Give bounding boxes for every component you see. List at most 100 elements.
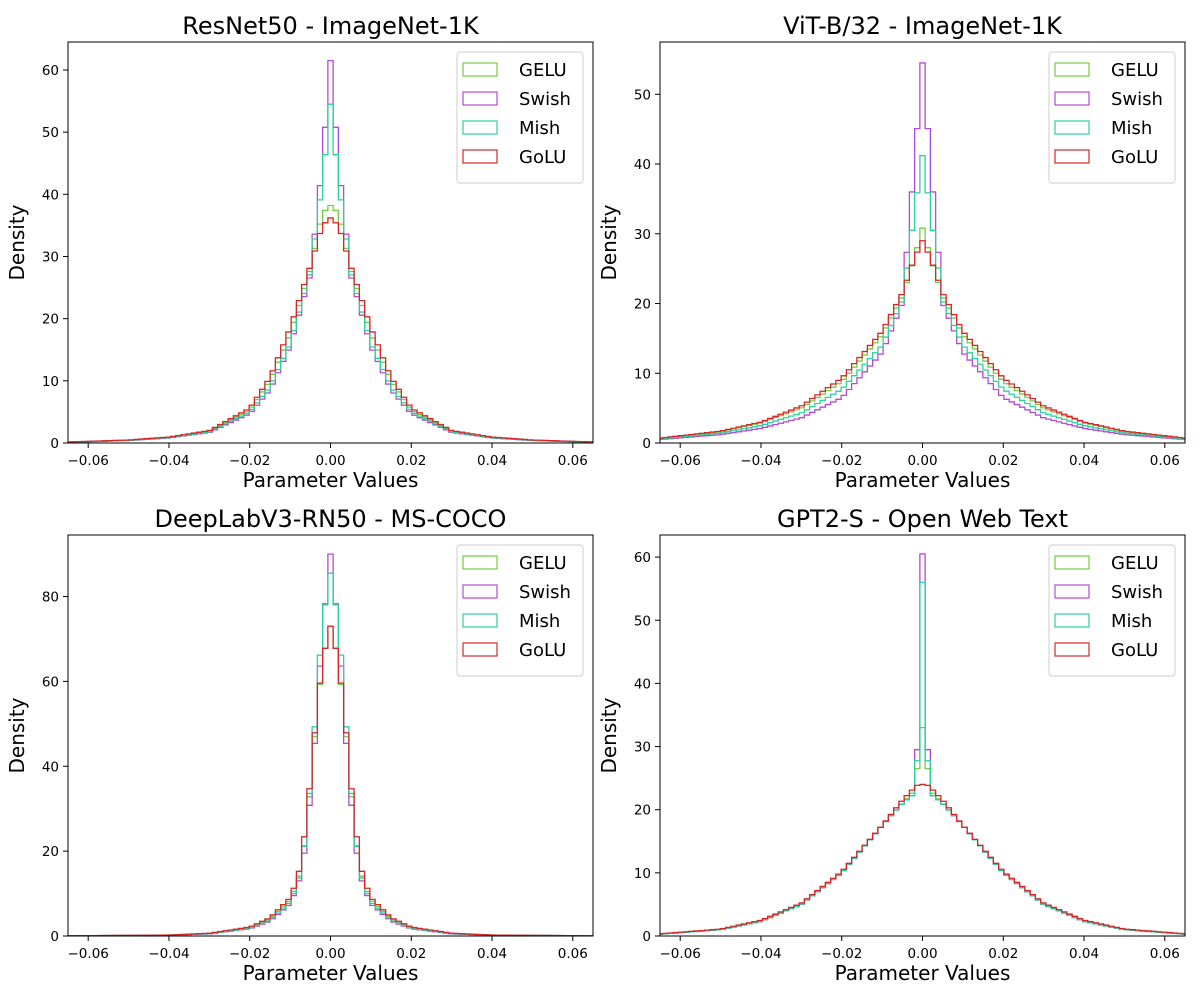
y-tick-label: 10 — [634, 866, 651, 882]
x-tick-label: 0.04 — [477, 453, 507, 469]
y-axis-label: Density — [5, 697, 29, 773]
chart-title: DeepLabV3-RN50 - MS-COCO — [155, 505, 507, 533]
x-tick-label: −0.06 — [68, 946, 109, 962]
histogram-swish — [660, 62, 1185, 441]
histogram-mish — [660, 155, 1185, 440]
histogram-golu — [660, 783, 1185, 935]
legend-label-gelu: GELU — [519, 553, 567, 574]
legend-swatch-mish — [1054, 613, 1090, 628]
x-tick-label: −0.04 — [740, 453, 781, 469]
y-tick-label: 50 — [634, 613, 651, 629]
y-tick-label: 40 — [634, 676, 651, 692]
legend: GELU Swish Mish GoLU — [1048, 544, 1176, 677]
legend-swatch-mish — [462, 613, 498, 628]
histogram-series-group — [68, 60, 593, 443]
x-tick-label: 0.06 — [558, 453, 588, 469]
chart-title: ResNet50 - ImageNet-1K — [182, 12, 480, 40]
histogram-golu — [68, 217, 593, 443]
y-tick-label: 20 — [42, 844, 59, 860]
legend-label-gelu: GELU — [519, 60, 567, 81]
legend-swatch-swish — [1054, 91, 1090, 106]
x-tick-label: 0.00 — [907, 946, 937, 962]
y-tick-label: 10 — [42, 374, 59, 390]
histogram-series-group — [68, 553, 593, 936]
y-axis-label: Density — [597, 697, 621, 773]
x-axis-label: Parameter Values — [835, 468, 1011, 492]
y-tick-label: 40 — [42, 187, 59, 203]
legend-label-swish: Swish — [519, 582, 571, 603]
x-axis-label: Parameter Values — [835, 961, 1011, 985]
legend-swatch-mish — [462, 120, 498, 135]
legend-label-mish: Mish — [519, 611, 560, 632]
x-tick-label: 0.00 — [315, 453, 345, 469]
legend-label-golu: GoLU — [1111, 147, 1158, 168]
y-axis-label: Density — [5, 204, 29, 280]
y-tick-label: 50 — [42, 125, 59, 141]
chart-panel-3: −0.06 −0.04 −0.02 0.00 0.02 0.04 0.06 0 20 40 60 80… — [5, 505, 594, 985]
legend-swatch-golu — [462, 149, 498, 164]
legend-swatch-gelu — [462, 555, 498, 570]
y-tick-label: 40 — [42, 759, 59, 775]
legend: GELU Swish Mish GoLU — [1048, 51, 1176, 184]
y-tick-label: 30 — [42, 249, 59, 265]
x-tick-label: 0.02 — [988, 946, 1018, 962]
x-tick-label: 0.04 — [477, 946, 507, 962]
x-tick-label: −0.02 — [821, 946, 862, 962]
x-tick-label: −0.02 — [821, 453, 862, 469]
legend-swatch-gelu — [1054, 555, 1090, 570]
legend-label-golu: GoLU — [519, 640, 566, 661]
legend-label-swish: Swish — [519, 89, 571, 110]
y-tick-label: 40 — [634, 157, 651, 173]
legend-label-gelu: GELU — [1111, 553, 1159, 574]
legend-swatch-golu — [462, 642, 498, 657]
x-axis-label: Parameter Values — [243, 961, 419, 985]
x-tick-label: −0.06 — [660, 453, 701, 469]
x-tick-label: −0.02 — [229, 453, 270, 469]
histogram-golu — [68, 625, 593, 936]
x-tick-label: −0.06 — [68, 453, 109, 469]
x-axis-label: Parameter Values — [243, 468, 419, 492]
histogram-mish — [660, 581, 1185, 935]
x-tick-label: −0.04 — [148, 453, 189, 469]
legend-label-swish: Swish — [1111, 582, 1163, 603]
x-tick-label: 0.06 — [1150, 453, 1180, 469]
chart-title: ViT-B/32 - ImageNet-1K — [783, 12, 1063, 40]
y-tick-label: 0 — [50, 929, 59, 945]
x-tick-label: 0.04 — [1069, 946, 1099, 962]
x-tick-label: 0.02 — [988, 453, 1018, 469]
legend-swatch-gelu — [462, 62, 498, 77]
legend-swatch-golu — [1054, 149, 1090, 164]
y-tick-label: 60 — [634, 550, 651, 566]
x-tick-label: 0.02 — [396, 453, 426, 469]
x-tick-label: 0.06 — [558, 946, 588, 962]
y-tick-label: 60 — [42, 674, 59, 690]
x-tick-label: −0.06 — [660, 946, 701, 962]
y-tick-label: 30 — [634, 740, 651, 756]
x-tick-label: 0.06 — [1150, 946, 1180, 962]
chart-panel-2: −0.06 −0.04 −0.02 0.00 0.02 0.04 0.06 0 10 20 30 40… — [597, 12, 1186, 492]
x-tick-label: 0.00 — [907, 453, 937, 469]
legend-label-gelu: GELU — [1111, 60, 1159, 81]
x-tick-label: 0.02 — [396, 946, 426, 962]
y-tick-label: 20 — [634, 297, 651, 313]
x-tick-label: −0.04 — [148, 946, 189, 962]
x-tick-label: 0.00 — [315, 946, 345, 962]
legend-label-mish: Mish — [1111, 611, 1152, 632]
y-tick-label: 80 — [42, 590, 59, 606]
histogram-golu — [660, 240, 1185, 439]
legend-swatch-gelu — [1054, 62, 1090, 77]
legend-swatch-swish — [462, 584, 498, 599]
legend-swatch-swish — [462, 91, 498, 106]
x-tick-label: 0.04 — [1069, 453, 1099, 469]
legend-label-mish: Mish — [519, 118, 560, 139]
legend-swatch-golu — [1054, 642, 1090, 657]
y-tick-label: 30 — [634, 227, 651, 243]
y-tick-label: 10 — [634, 366, 651, 382]
y-tick-label: 20 — [634, 803, 651, 819]
histogram-series-group — [660, 62, 1185, 441]
histogram-gelu — [660, 227, 1185, 440]
x-tick-label: −0.02 — [229, 946, 270, 962]
legend-swatch-mish — [1054, 120, 1090, 135]
y-tick-label: 50 — [634, 87, 651, 103]
